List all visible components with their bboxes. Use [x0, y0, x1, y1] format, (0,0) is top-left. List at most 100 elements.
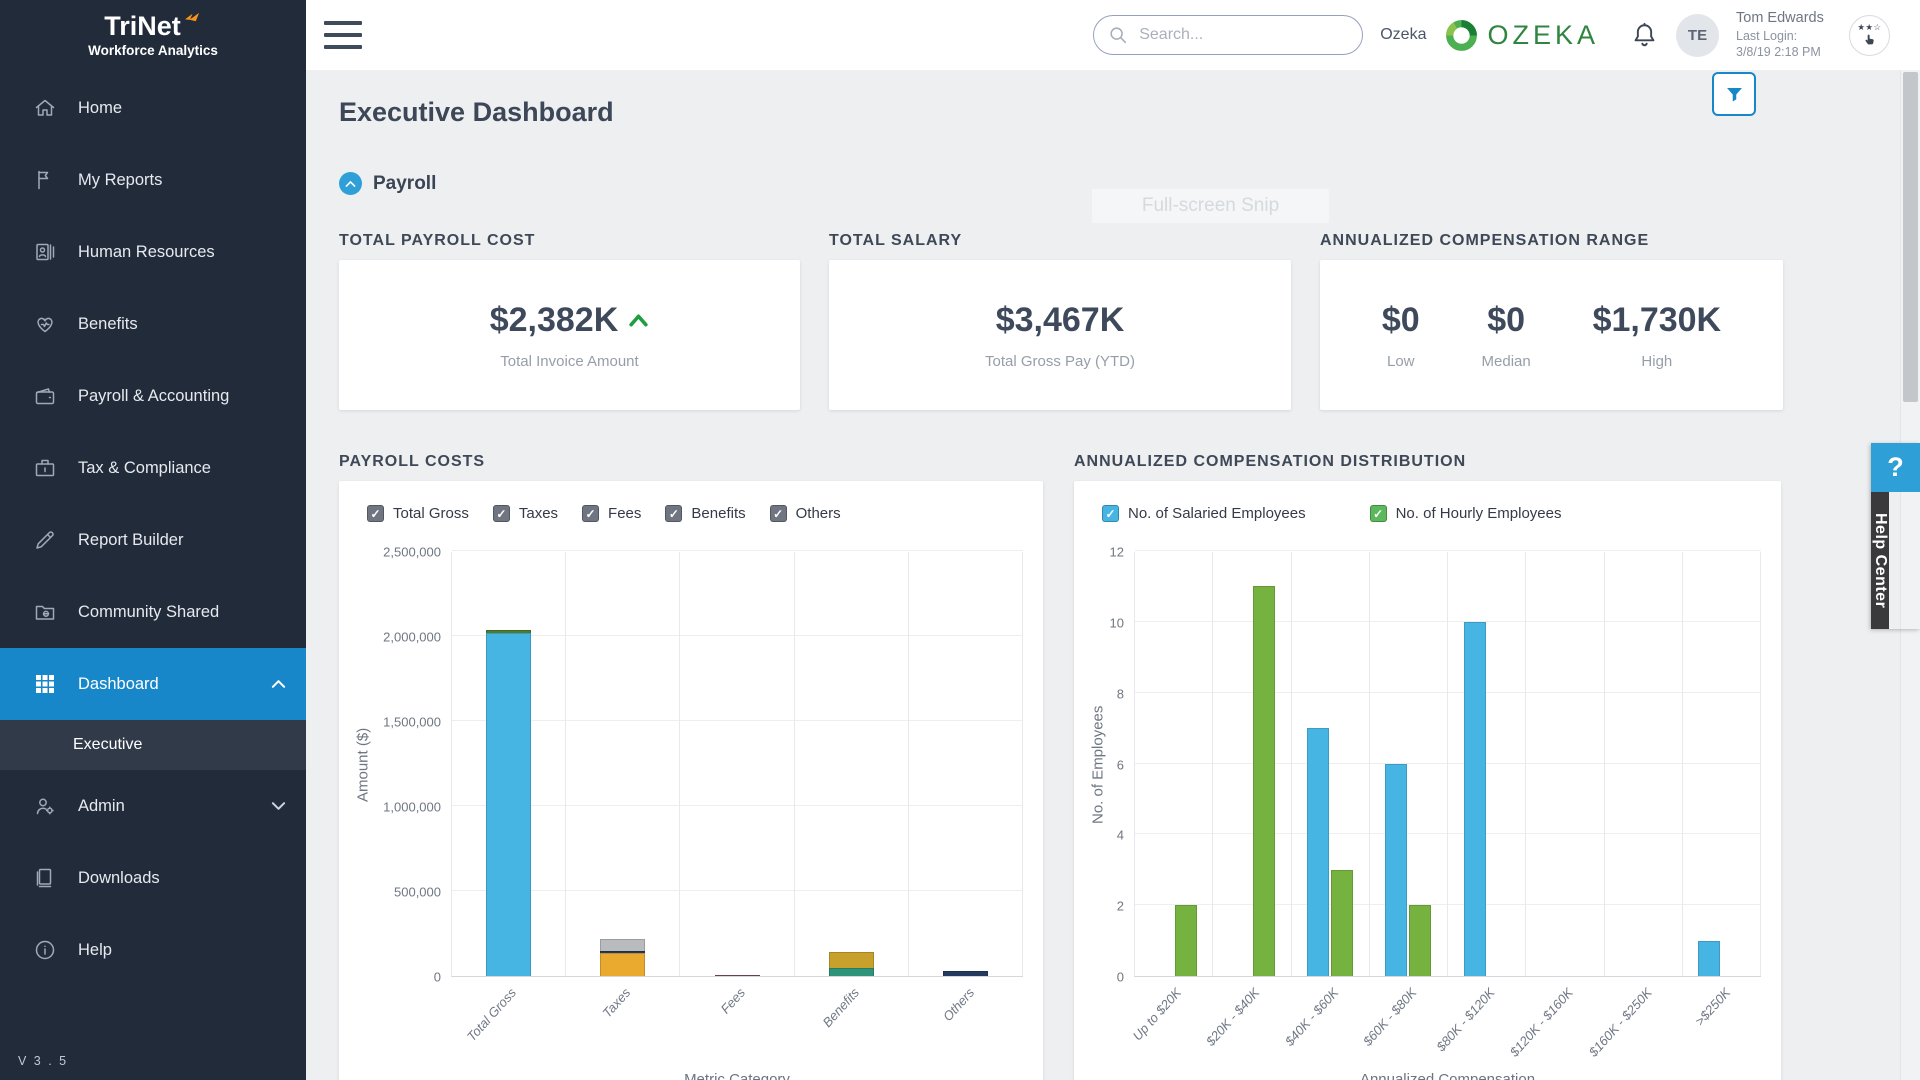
comp-distribution-legend-no-of-salaried-employees[interactable]: ✓ No. of Salaried Employees — [1102, 505, 1306, 522]
gridline — [452, 890, 1023, 891]
x-slot: >$250K — [1683, 977, 1761, 1069]
comp-distribution-chart: No. of Employees 0 2 4 6 8 10 12 Up to $20K $20K … — [1088, 545, 1761, 1080]
x-slot: $20K - $40K — [1203, 977, 1290, 1069]
x-slot: $60K - $80K — [1360, 977, 1447, 1069]
category-slot-total-gross — [452, 552, 567, 976]
payroll-costs-legend-total-gross[interactable]: ✓ Total Gross — [367, 505, 469, 522]
checkbox-benefits[interactable]: ✓ — [665, 505, 683, 522]
bar-segment-fees — [714, 974, 760, 976]
ozeka-logo: OZEKA — [1443, 17, 1599, 54]
comp-distribution-legend-no-of-hourly-employees[interactable]: ✓ No. of Hourly Employees — [1369, 505, 1562, 522]
sidebar-item-admin[interactable]: Admin — [0, 770, 306, 842]
sidebar-item-tax-compliance[interactable]: Tax & Compliance — [0, 432, 306, 504]
comp-range-low: $0 Low — [1382, 301, 1420, 370]
sidebar-item-payroll-accounting[interactable]: Payroll & Accounting — [0, 360, 306, 432]
filter-button[interactable] — [1712, 72, 1756, 116]
ozeka-logo-icon — [1446, 19, 1478, 51]
payroll-costs-legend-benefits[interactable]: ✓ Benefits — [665, 505, 746, 522]
payroll-costs-legend-others[interactable]: ✓ Others — [769, 505, 841, 522]
notifications-bell-button[interactable] — [1630, 21, 1659, 50]
category-slot-fees — [680, 552, 795, 976]
sidebar-item-report-builder[interactable]: Report Builder — [0, 504, 306, 576]
sidebar-item-home[interactable]: Home — [0, 72, 306, 144]
bar-others — [942, 971, 988, 976]
x-tick-label: Fees — [717, 985, 749, 1017]
sidebar-item-label: Help — [78, 940, 112, 959]
checkbox-total-gross[interactable]: ✓ — [367, 505, 384, 522]
help-question-icon[interactable]: ? — [1871, 443, 1920, 492]
kpi-heading-comp-range: ANNUALIZED COMPENSATION RANGE — [1320, 232, 1650, 249]
sidebar-item-community-shared[interactable]: Community Shared — [0, 576, 306, 648]
logo-subtitle: Workforce Analytics — [88, 42, 218, 58]
help-center-label[interactable]: Help Center — [1871, 492, 1889, 629]
main-content: Executive Dashboard Payroll TOTAL PAYROL… — [306, 70, 1920, 1080]
x-slot: Others — [909, 977, 1023, 1069]
version-label: V 3 . 5 — [18, 1054, 69, 1068]
kpi-heading-total-salary: TOTAL SALARY — [829, 232, 963, 249]
checkbox-no-of-hourly-employees[interactable]: ✓ — [1369, 505, 1387, 522]
gridline — [1135, 762, 1761, 764]
sidebar-subitem-executive[interactable]: Executive — [0, 720, 306, 770]
sidebar-item-dashboard[interactable]: Dashboard — [0, 648, 306, 720]
y-axis-title: No. of Employees — [1089, 705, 1107, 824]
sidebar-item-help[interactable]: Help — [0, 914, 306, 986]
sidebar-item-downloads[interactable]: Downloads — [0, 842, 306, 914]
sidebar-item-benefits[interactable]: Benefits — [0, 288, 306, 360]
scrollbar-thumb[interactable] — [1903, 72, 1918, 402]
header: Ozeka OZEKA TE Tom Edwards Last Login: 3… — [306, 0, 1920, 70]
y-tick-label: 6 — [1116, 757, 1124, 772]
y-tick-label: 2 — [1116, 898, 1124, 914]
y-tick-label: 8 — [1116, 686, 1124, 702]
search-input[interactable] — [1137, 25, 1349, 45]
sidebar-item-label: Home — [78, 98, 123, 117]
sidebar-item-my-reports[interactable]: My Reports — [0, 144, 306, 216]
sidebar-item-human-resources[interactable]: Human Resources — [0, 216, 306, 288]
rating-stars-icon: ★★☆ — [1857, 21, 1882, 32]
x-axis-labels: Total Gross Taxes Fees Benefits Others — [451, 977, 1023, 1069]
category-slot-160k-250k — [1605, 552, 1683, 976]
checkbox-taxes[interactable]: ✓ — [492, 505, 510, 522]
chevron-down-icon — [271, 801, 286, 811]
sidebar-item-label: Payroll & Accounting — [78, 386, 230, 405]
bar-no-of-salaried-employees-60k-80k — [1385, 763, 1408, 976]
median-value: $0 — [1487, 300, 1526, 339]
avatar[interactable]: TE — [1676, 13, 1719, 57]
x-slot: Taxes — [565, 977, 679, 1069]
filter-funnel-icon — [1726, 87, 1742, 101]
bar-segment-others — [942, 971, 988, 976]
pages-icon — [33, 866, 57, 890]
payroll-costs-legend-fees[interactable]: ✓ Fees — [582, 505, 641, 522]
trinet-logo-text: TriNet — [104, 11, 181, 41]
sidebar-item-label: Downloads — [78, 868, 160, 887]
y-tick-label: 2,000,000 — [383, 629, 441, 645]
checkbox-no-of-salaried-employees[interactable]: ✓ — [1102, 505, 1119, 522]
legend-label: Taxes — [518, 505, 559, 522]
bar-segment-top-band — [828, 952, 874, 969]
chevron-up-icon — [271, 679, 286, 689]
total-payroll-cost-value: $2,382K — [489, 300, 619, 339]
search-box[interactable] — [1093, 15, 1364, 55]
x-tick-label: $60K - $80K — [1359, 985, 1420, 1049]
chart-heading-payroll-costs: PAYROLL COSTS — [339, 453, 486, 470]
payroll-section-toggle[interactable]: Payroll — [339, 172, 469, 195]
x-axis-labels: Up to $20K $20K - $40K $40K - $60K $60K - $… — [1130, 977, 1761, 1069]
gridline — [1135, 833, 1761, 835]
checkbox-fees[interactable]: ✓ — [582, 505, 600, 522]
bar-no-of-salaried-employees-80k-120k — [1463, 621, 1486, 976]
legend-label: Fees — [608, 505, 642, 522]
home-icon — [33, 96, 57, 120]
checkbox-others[interactable]: ✓ — [769, 505, 787, 522]
x-slot: Total Gross — [451, 977, 565, 1069]
help-center-tab[interactable]: ? Help Center — [1871, 443, 1920, 629]
sidebar-item-label: Tax & Compliance — [78, 458, 211, 477]
payroll-costs-legend-taxes[interactable]: ✓ Taxes — [492, 505, 559, 522]
gridline — [452, 720, 1023, 721]
last-login-value: 3/8/19 2:18 PM — [1736, 45, 1821, 60]
bar-taxes — [600, 939, 646, 976]
bar-no-of-hourly-employees-20k-40k — [1252, 586, 1275, 976]
feedback-button[interactable]: ★★☆ — [1849, 14, 1890, 56]
category-slot-250k — [1683, 552, 1761, 976]
hamburger-menu-button[interactable] — [324, 21, 362, 49]
collapse-section-icon[interactable] — [339, 172, 362, 195]
sidebar-item-label: Human Resources — [78, 242, 215, 261]
